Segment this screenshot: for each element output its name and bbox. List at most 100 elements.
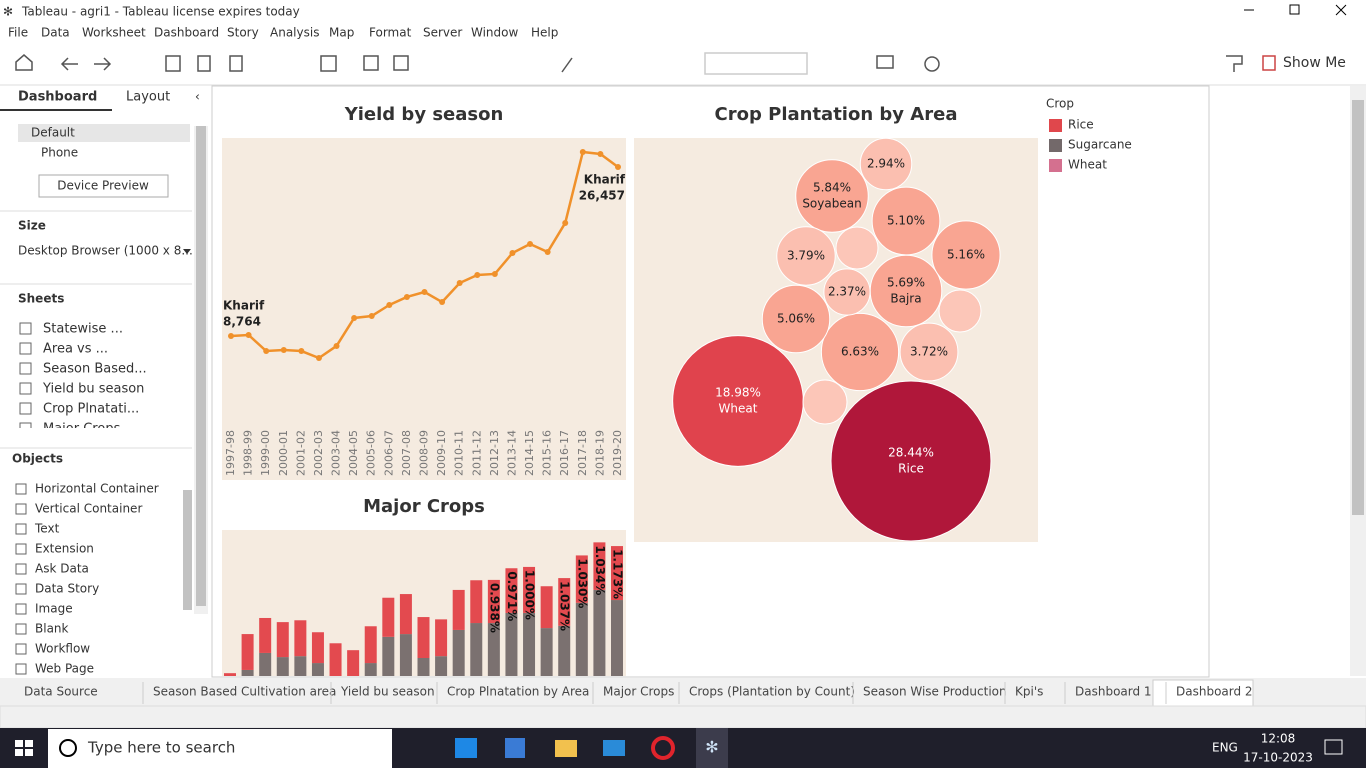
object-name[interactable]: Web Page <box>35 662 94 676</box>
search-box[interactable] <box>48 729 392 768</box>
legend-label[interactable]: Rice <box>1068 118 1094 132</box>
pause-icon[interactable] <box>229 55 243 72</box>
object-name[interactable]: Workflow <box>35 642 90 656</box>
menu-item[interactable]: Server <box>423 26 462 40</box>
menu-item[interactable]: Worksheet <box>82 26 146 40</box>
sheet-tab[interactable]: Major Crops <box>603 685 674 699</box>
sheet-name[interactable]: Area vs ... <box>43 342 108 357</box>
x-tick-label: 2001-02 <box>294 430 307 476</box>
sheet-name[interactable]: Major Crops <box>43 422 121 437</box>
sidebar-tab[interactable]: Layout <box>126 90 170 105</box>
store-icon[interactable] <box>505 738 525 758</box>
plot-background <box>222 138 626 480</box>
bar-segment <box>417 658 430 676</box>
collapse[interactable]: ‹ <box>195 90 200 104</box>
sheet-name[interactable]: Yield bu season <box>42 382 144 397</box>
legend-label[interactable]: Sugarcane <box>1068 138 1132 152</box>
size-value[interactable]: Desktop Browser (1000 x 8... <box>18 244 193 258</box>
data-label: 26,457 <box>579 189 625 203</box>
sheet-tab[interactable]: Data Source <box>24 685 98 699</box>
show-me[interactable]: Show Me <box>1283 55 1346 71</box>
object-name[interactable]: Data Story <box>35 582 99 596</box>
bar-segment <box>487 623 500 676</box>
object-name[interactable]: Text <box>34 522 60 536</box>
chart-title: Crop Plantation by Area <box>715 104 958 125</box>
object-name[interactable]: Image <box>35 602 73 616</box>
object-name[interactable]: Blank <box>35 622 69 636</box>
scroll-thumb[interactable] <box>1352 100 1364 515</box>
restore[interactable] <box>1289 4 1300 15</box>
presentation-icon[interactable] <box>876 55 894 69</box>
menu-item[interactable]: Story <box>227 26 259 40</box>
sidebar-tab[interactable]: Dashboard <box>18 90 97 105</box>
sheet-tab[interactable]: Yield bu season <box>340 685 435 699</box>
scroll-thumb[interactable] <box>196 126 206 606</box>
menu-item[interactable]: Dashboard <box>154 26 219 40</box>
object-name[interactable]: Extension <box>35 542 94 556</box>
close[interactable] <box>1335 4 1347 16</box>
sheet-tab[interactable]: Crops (Plantation by Count) <box>689 685 855 699</box>
menu-item[interactable]: Analysis <box>270 26 319 40</box>
sheet-name[interactable]: Statewise ... <box>43 322 123 337</box>
share-icon[interactable] <box>924 56 940 72</box>
edge-icon[interactable] <box>455 738 477 758</box>
object-name[interactable]: Vertical Container <box>35 502 142 516</box>
menu-item[interactable]: Map <box>329 26 354 40</box>
undo-icon[interactable] <box>60 57 78 71</box>
bubble <box>802 379 848 425</box>
device-preview-button[interactable] <box>38 174 169 198</box>
sheet-tab[interactable]: Season Based Cultivation area <box>153 685 336 699</box>
menu-item[interactable]: Window <box>471 26 519 40</box>
explorer-icon[interactable] <box>555 740 577 757</box>
new-sheet-icon[interactable] <box>320 55 337 72</box>
save-icon[interactable] <box>165 55 181 72</box>
menu-item[interactable]: Data <box>41 26 70 40</box>
clock-date[interactable]: 17-10-2023 <box>1243 751 1313 765</box>
home-icon[interactable] <box>15 54 33 71</box>
point <box>421 289 428 296</box>
data-label: 1.000% <box>523 570 537 620</box>
menu-item[interactable]: Help <box>531 26 558 40</box>
point <box>386 301 393 308</box>
bar-segment <box>364 626 377 664</box>
sheet-name[interactable]: Crop Plnatati... <box>43 402 139 417</box>
highlight-icon[interactable] <box>561 57 573 73</box>
menu-item[interactable]: File <box>8 26 28 40</box>
mail-icon[interactable] <box>603 740 625 756</box>
clear-icon[interactable] <box>393 55 409 71</box>
data-label: 3.72% <box>910 345 948 359</box>
sheet-tab[interactable]: Dashboard 2 <box>1176 685 1253 699</box>
fit-dropdown[interactable] <box>704 52 808 75</box>
search-placeholder[interactable]: Type here to search <box>87 739 235 757</box>
redo-icon[interactable] <box>94 57 112 71</box>
device[interactable]: Phone <box>41 146 78 160</box>
clock-time[interactable]: 12:08 <box>1261 732 1296 746</box>
opera-icon[interactable] <box>651 736 675 760</box>
format-icon[interactable] <box>1226 55 1243 72</box>
start-button[interactable] <box>15 740 33 756</box>
object-name[interactable]: Horizontal Container <box>35 482 159 496</box>
duplicate-icon[interactable] <box>363 55 379 71</box>
sheet-tab[interactable]: Crop Plnatation by Area <box>447 685 589 699</box>
sheet-tab[interactable]: Season Wise Production <box>863 685 1007 699</box>
language[interactable]: ENG <box>1212 741 1238 755</box>
sheet-tab[interactable]: Kpi's <box>1015 685 1043 699</box>
device-preview[interactable]: Device Preview <box>57 179 149 193</box>
show-me-icon[interactable] <box>1262 55 1276 71</box>
new-source-icon[interactable] <box>197 55 211 72</box>
object-name[interactable]: Ask Data <box>35 562 89 576</box>
sheet-name[interactable]: Season Based... <box>43 362 147 377</box>
tab-bar <box>0 678 1366 706</box>
x-tick-label: 1997-98 <box>224 430 237 476</box>
device[interactable]: Default <box>31 126 75 140</box>
dropdown-arrow[interactable] <box>183 249 191 254</box>
point <box>456 280 463 287</box>
sheet-tab[interactable]: Dashboard 1 <box>1075 685 1152 699</box>
legend-label[interactable]: Wheat <box>1068 158 1107 172</box>
tableau-task[interactable] <box>696 728 728 768</box>
x-tick-label: 2013-14 <box>505 430 518 476</box>
notifications[interactable] <box>1324 739 1343 755</box>
menu-item[interactable]: Format <box>369 26 412 40</box>
scroll-thumb[interactable] <box>183 490 192 610</box>
bar-segment <box>611 546 623 601</box>
